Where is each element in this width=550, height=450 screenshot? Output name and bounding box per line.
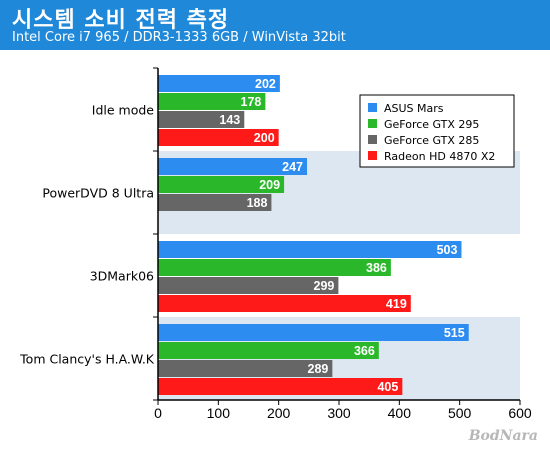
- data-label: 503: [437, 243, 458, 257]
- bar: [158, 194, 272, 211]
- x-tick-label: 200: [267, 405, 291, 421]
- bar: [158, 75, 280, 92]
- bar: [158, 129, 279, 146]
- bar: [158, 111, 245, 128]
- data-label: 247: [282, 160, 303, 174]
- legend-swatch: [368, 103, 377, 112]
- data-label: 405: [377, 380, 398, 394]
- x-tick-label: 300: [327, 405, 351, 421]
- data-label: 200: [254, 131, 275, 145]
- data-label: 289: [308, 362, 329, 376]
- data-label: 178: [241, 95, 262, 109]
- category-label: PowerDVD 8 Ultra: [42, 186, 154, 201]
- x-tick-label: 600: [508, 405, 532, 421]
- category-label: Tom Clancy's H.A.W.K: [19, 352, 155, 367]
- legend-entry: Radeon HD 4870 X2: [384, 150, 495, 163]
- category-label: 3DMark06: [90, 269, 154, 284]
- category-label: Idle mode: [92, 103, 155, 118]
- chart-title: 시스템 소비 전력 측정: [12, 8, 230, 33]
- bar: [158, 342, 379, 359]
- bar: [158, 295, 411, 312]
- chart-subtitle: Intel Core i7 965 / DDR3-1333 6GB / WinV…: [12, 30, 346, 45]
- x-tick-label: 0: [154, 405, 162, 421]
- legend-entry: GeForce GTX 285: [384, 134, 479, 147]
- data-label: 386: [366, 261, 387, 275]
- data-label: 188: [247, 196, 268, 210]
- legend-entry: GeForce GTX 295: [384, 118, 479, 131]
- bar: [158, 259, 391, 276]
- legend-swatch: [368, 119, 377, 128]
- data-label: 419: [386, 297, 407, 311]
- x-tick-label: 100: [207, 405, 231, 421]
- bar: [158, 378, 403, 395]
- data-label: 209: [259, 178, 280, 192]
- legend-swatch: [368, 151, 377, 160]
- legend-swatch: [368, 135, 377, 144]
- bar: [158, 277, 339, 294]
- data-label: 515: [444, 326, 465, 340]
- watermark-logo: BodNara: [468, 428, 538, 444]
- data-label: 202: [255, 77, 276, 91]
- data-label: 366: [354, 344, 375, 358]
- chart-header: 시스템 소비 전력 측정 Intel Core i7 965 / DDR3-13…: [0, 0, 550, 50]
- data-label: 143: [219, 113, 240, 127]
- data-label: 299: [314, 279, 335, 293]
- bar: [158, 93, 266, 110]
- bar: [158, 324, 469, 341]
- x-tick-label: 500: [448, 405, 472, 421]
- bar: [158, 360, 333, 377]
- x-tick-label: 400: [388, 405, 412, 421]
- bar: [158, 176, 285, 193]
- bar: [158, 241, 462, 258]
- bar: [158, 158, 308, 175]
- legend-entry: ASUS Mars: [384, 102, 444, 115]
- legend-box: [359, 94, 515, 168]
